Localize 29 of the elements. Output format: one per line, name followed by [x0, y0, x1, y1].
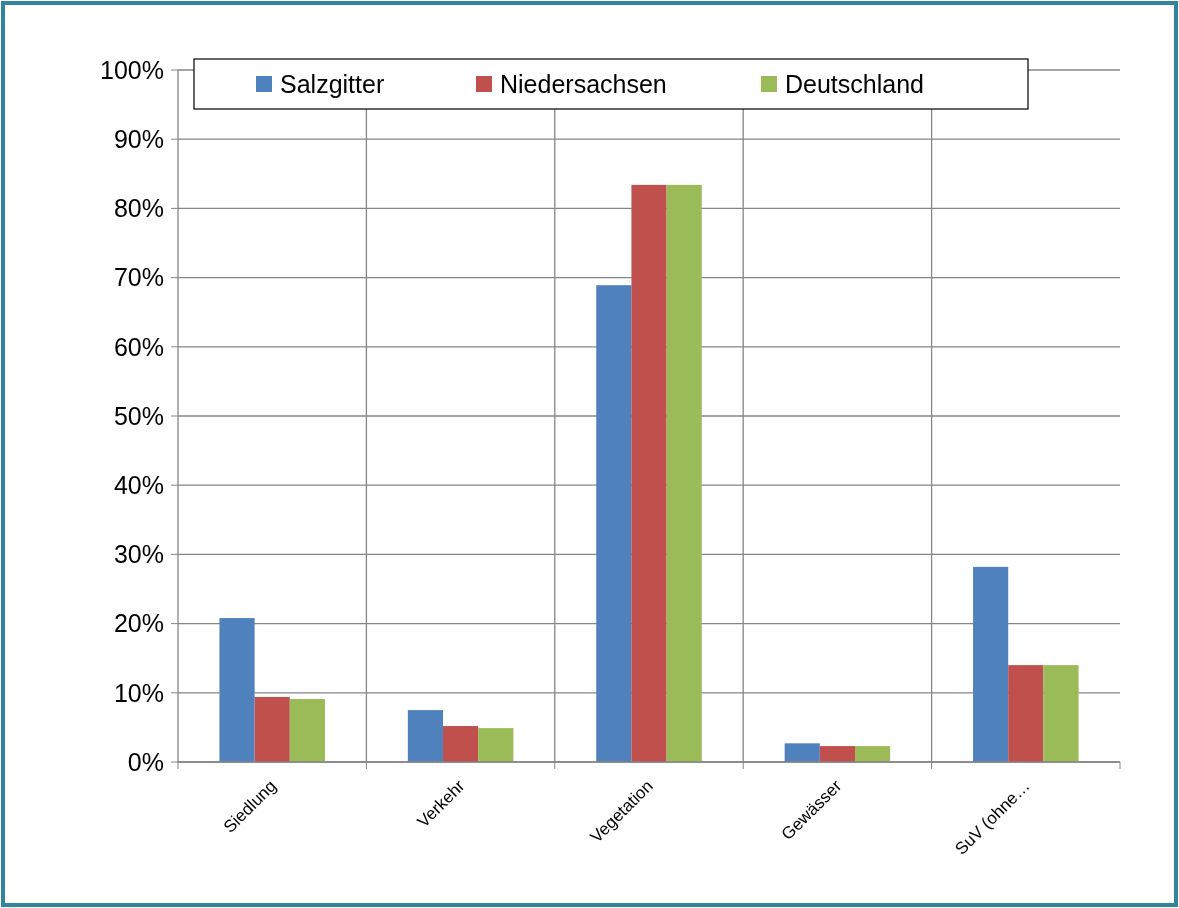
bar [1043, 665, 1079, 762]
bar [973, 566, 1009, 762]
bar [407, 710, 444, 762]
bar [478, 728, 514, 762]
y-tick-label: 30% [113, 540, 164, 569]
y-tick-label: 70% [113, 263, 164, 292]
y-tick-label: 40% [113, 470, 164, 499]
y-tick-label: 20% [113, 609, 164, 638]
y-tick-label: 60% [113, 332, 164, 361]
bar [254, 696, 290, 762]
bar [443, 726, 479, 762]
legend-label: Salzgitter [280, 70, 385, 98]
bar [854, 746, 891, 762]
bar [289, 699, 325, 762]
bar [596, 285, 632, 762]
bar [631, 184, 667, 762]
y-tick-label: 0% [127, 747, 164, 776]
y-tick-label: 100% [100, 55, 164, 84]
y-tick-label: 90% [113, 124, 164, 153]
y-tick-label: 80% [113, 194, 164, 223]
y-tick-label: 50% [113, 401, 164, 430]
bar [784, 743, 820, 762]
bar [219, 618, 255, 762]
legend-label: Niedersachsen [500, 70, 667, 98]
bar [1008, 665, 1044, 762]
y-tick-label: 10% [113, 678, 164, 707]
bar [666, 184, 702, 762]
bar [819, 746, 855, 762]
legend-label: Deutschland [785, 70, 924, 98]
